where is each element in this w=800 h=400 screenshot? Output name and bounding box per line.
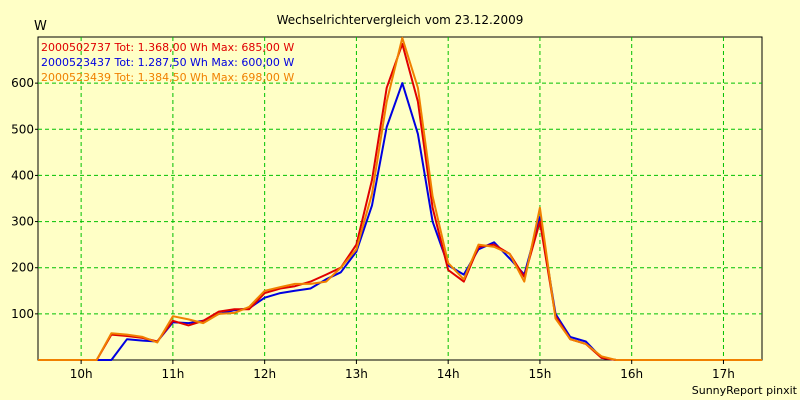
- legend-entry-2: 2000523437 Tot: 1.287,50 Wh Max: 600,00 …: [41, 56, 294, 69]
- y-tick-label: 100: [11, 307, 34, 321]
- chart-title: Wechselrichtervergleich vom 23.12.2009: [277, 13, 524, 27]
- grid: [38, 37, 762, 360]
- x-tick-label: 10h: [70, 367, 93, 381]
- y-tick-label: 600: [11, 76, 34, 90]
- y-axis-unit: W: [34, 19, 47, 34]
- legend: 2000502737 Tot: 1.368,00 Wh Max: 685,00 …: [41, 41, 294, 84]
- plot-area: [37, 36, 763, 361]
- legend-entry-1: 2000502737 Tot: 1.368,00 Wh Max: 685,00 …: [41, 41, 294, 54]
- y-tick-label: 500: [11, 122, 34, 136]
- x-tick-label: 14h: [437, 367, 460, 381]
- x-tick-label: 15h: [528, 367, 551, 381]
- series-lines: [38, 36, 762, 361]
- x-tick-label: 12h: [253, 367, 276, 381]
- axis-ticks: 10h 11h 12h 13h 14h 15h 16h 17h 100 200 300 400 500 6…: [11, 76, 735, 381]
- y-tick-label: 400: [11, 168, 34, 182]
- legend-entry-3: 2000523439 Tot: 1.384,50 Wh Max: 698,00 …: [41, 71, 294, 84]
- x-tick-label: 13h: [345, 367, 368, 381]
- footer-credit: SunnyReport pinxit: [692, 384, 798, 397]
- x-tick-label: 17h: [712, 367, 735, 381]
- x-tick-label: 16h: [620, 367, 643, 381]
- y-tick-label: 300: [11, 215, 34, 229]
- y-tick-label: 200: [11, 261, 34, 275]
- series-line-3: [38, 36, 762, 361]
- x-tick-label: 11h: [161, 367, 184, 381]
